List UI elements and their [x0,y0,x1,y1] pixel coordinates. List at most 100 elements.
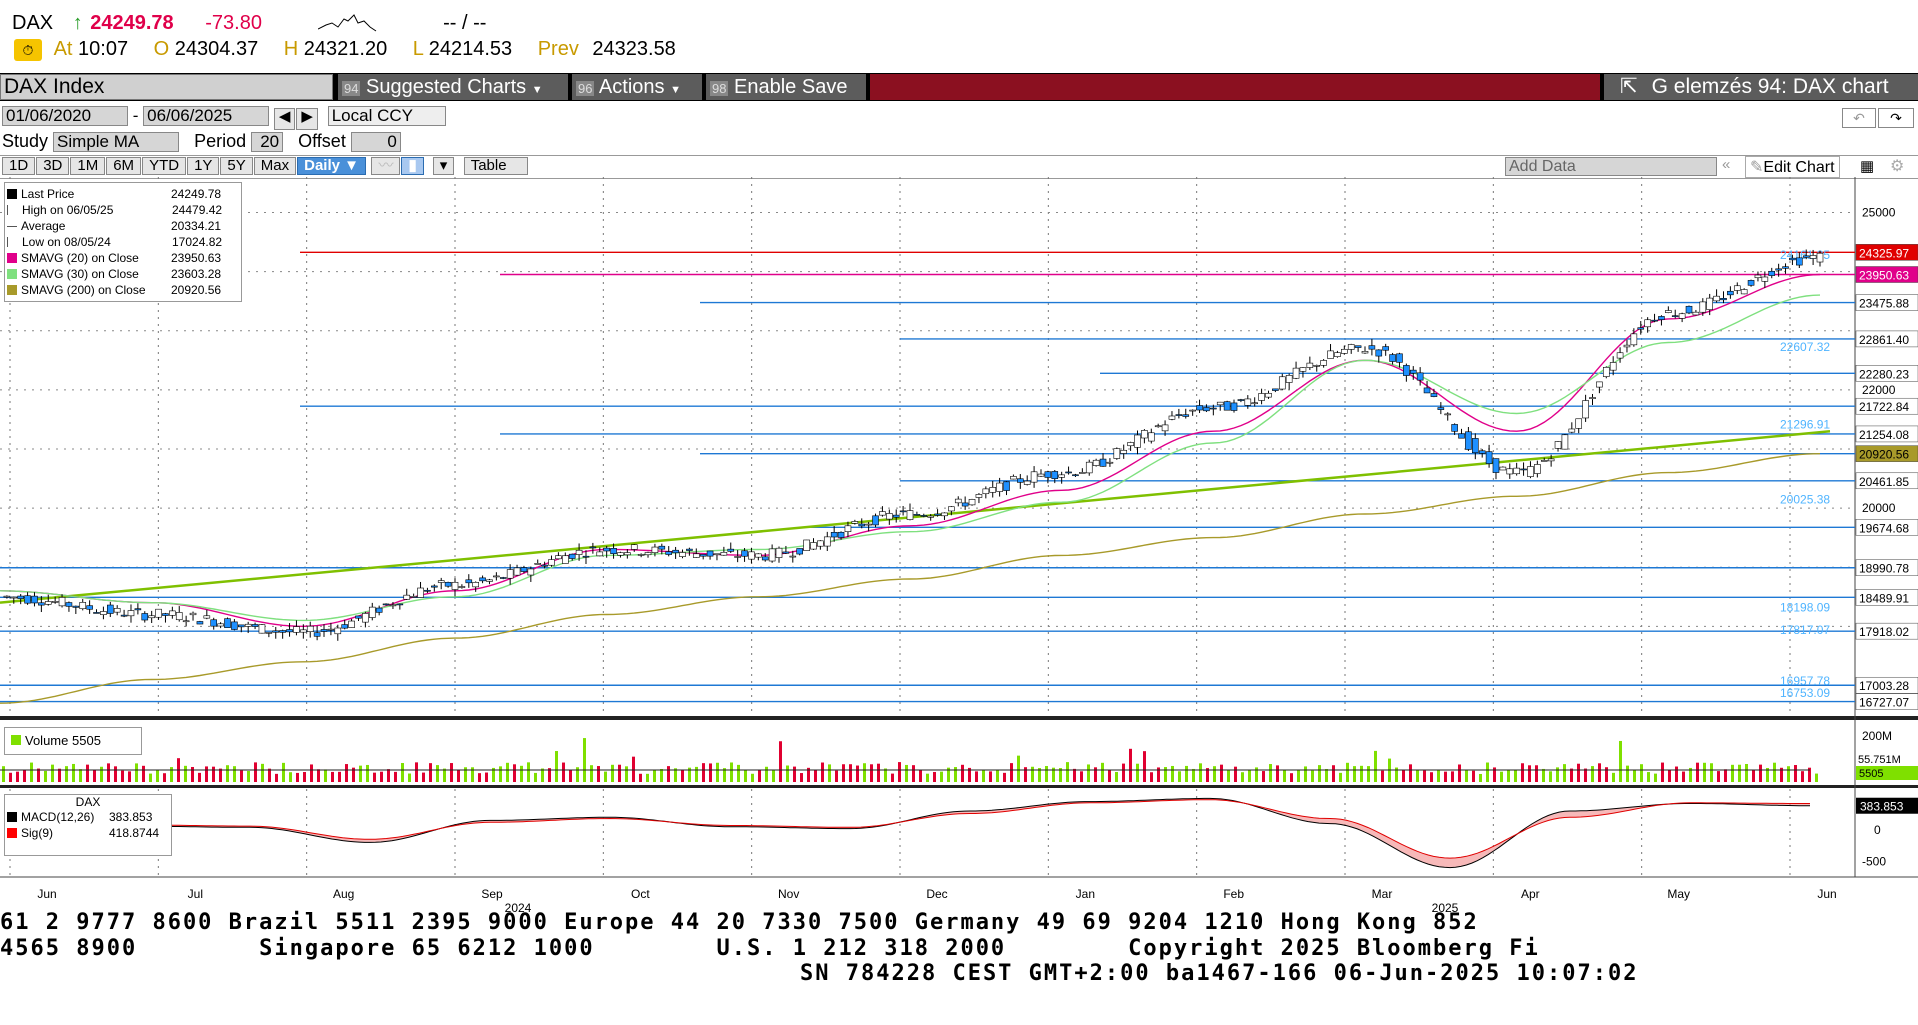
signal-item: Sig(9) 418.8744 [5,825,171,841]
price-axis-label: 16727.07 [1859,696,1909,710]
price-layer: 24161.3522607.3221296.9120025.3818198.09… [0,248,1855,704]
range-max[interactable]: Max [253,157,297,175]
security-field[interactable]: DAX Index [0,74,333,100]
popout-icon[interactable]: ⇱ [1620,75,1638,98]
volume-current: 5505 [1859,768,1883,780]
volume-bar [1185,765,1188,782]
period-field[interactable]: 20 [251,132,284,152]
volume-bar [1633,769,1636,782]
candle-body [10,596,18,599]
volume-bar [1220,764,1223,782]
actions-menu[interactable]: 96 Actions ▼ [572,74,702,100]
volume-bar [303,772,306,782]
volume-tick: 55.751M [1858,754,1901,766]
candle-body [1478,450,1486,454]
study-select[interactable]: Simple MA [53,132,180,152]
range-1d[interactable]: 1D [2,157,36,175]
volume-bar [471,767,474,782]
volume-bar [1346,762,1349,782]
volume-bar [1486,762,1489,782]
legend-value: 17024.82 [172,235,223,249]
add-data-field[interactable]: Add Data [1505,157,1717,176]
candle-body [686,548,693,551]
range-1y[interactable]: 1Y [187,157,220,175]
volume-bar [1255,767,1258,782]
level-inner-label: 18198.09 [1780,601,1830,615]
prev-arrow-icon[interactable]: ◀ [273,108,296,130]
range-6m[interactable]: 6M [106,157,142,175]
macd-tick: 383.853 [1860,800,1904,814]
volume-layer: 200M 55.751M 5505 [0,729,1918,782]
up-arrow-icon: ↑ [72,12,83,34]
volume-bar [1437,770,1440,782]
candle-body [830,532,838,538]
candle-body [1292,367,1300,379]
volume-bar [996,769,999,782]
volume-bar [1143,751,1146,782]
volume-bar [786,765,789,782]
volume-bar [387,769,390,782]
volume-bar [835,770,838,782]
chart-title-bar[interactable]: ⇱ G elemzés 94: DAX chart [1604,74,1918,100]
candle-body [872,515,879,526]
frequency-select[interactable]: Daily ▼ [297,157,366,175]
volume-bar [1654,773,1657,782]
gear-icon[interactable]: ⚙ [1890,158,1905,175]
range-1m[interactable]: 1M [70,157,106,175]
end-date-field[interactable]: 06/06/2025 [143,106,270,126]
candle-body [506,569,514,579]
next-arrow-icon[interactable]: ▶ [296,108,318,130]
candle-body [1733,285,1741,291]
more-dropdown-icon[interactable]: ▾ [432,157,455,175]
range-5y[interactable]: 5Y [220,157,253,175]
candle-body [272,630,280,633]
candle-body [79,602,87,610]
table-button[interactable]: Table [463,157,528,175]
candle-body [258,624,266,634]
menu-bar: DAX Index 94 Suggested Charts ▼ 96 Actio… [0,73,1918,101]
alert-icon[interactable]: ⏱ [14,38,42,61]
volume-bar [1409,764,1412,782]
price-axis-box [1855,622,1918,640]
price-axis-label: 17918.02 [1859,625,1909,639]
candle-body [100,611,107,615]
legend-value: 24249.78 [171,187,222,201]
edit-chart-button[interactable]: ✎Edit Chart [1745,156,1840,178]
candle-body [658,545,666,550]
volume-bar [961,764,964,782]
range-ytd[interactable]: YTD [142,157,187,175]
volume-bar [1801,771,1804,782]
line-style-icon[interactable]: 〰 [371,157,401,175]
legend-label: Last Price [21,187,75,201]
collapse-icon[interactable]: « [1722,156,1731,173]
candle-body [1278,376,1286,390]
suggested-charts-menu[interactable]: 94 Suggested Charts ▼ [338,74,568,100]
volume-bar [1269,764,1272,782]
offset-field[interactable]: 0 [350,132,401,152]
candle-body [1775,268,1782,271]
candle-body [1106,461,1114,464]
price-axis-label: 22861.40 [1859,333,1909,347]
redo-icon[interactable]: ↷ [1878,108,1914,128]
price-chart[interactable]: 24161.3522607.3221296.9120025.3818198.09… [0,177,1918,912]
range-3d[interactable]: 3D [36,157,70,175]
candle-body [306,625,314,632]
enable-save-button[interactable]: 98 Enable Save [706,74,866,100]
currency-select[interactable]: Local CCY [327,106,446,126]
volume-bar [1661,762,1664,782]
price-axis-box [1855,330,1918,348]
candle-body [1251,402,1258,405]
undo-icon[interactable]: ↶ [1842,108,1876,128]
candle-body [1727,290,1734,296]
candle-body [479,577,486,582]
volume-bar [450,763,453,782]
bar-style-icon[interactable]: ▮ [401,157,424,175]
candle-body [844,525,852,532]
prev-label: Prev [537,38,579,60]
volume-bar [520,765,523,782]
start-date-field[interactable]: 01/06/2020 [2,106,128,126]
volume-bar [219,768,222,782]
chart-settings-icon[interactable]: ▦ [1860,158,1875,175]
volume-bar [1031,766,1034,782]
macd-value: 383.853 [109,810,153,824]
